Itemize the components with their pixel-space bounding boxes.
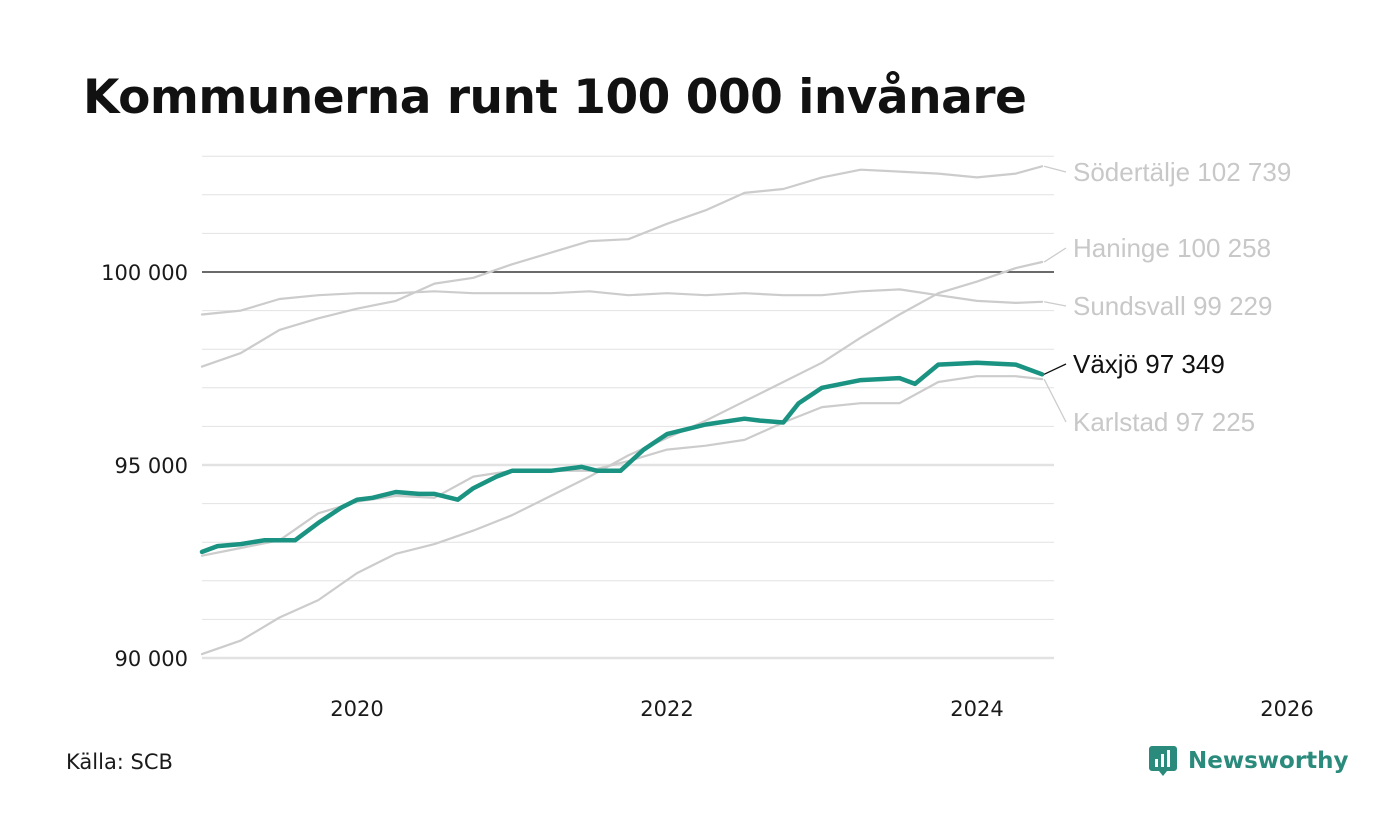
series-lines — [199, 165, 1045, 656]
series-line-södertälje — [200, 165, 1044, 368]
x-tick-label: 2020 — [330, 697, 383, 721]
grid-lines — [202, 155, 1054, 660]
y-tick-label: 95 000 — [115, 454, 188, 478]
y-axis-ticks: 90 000 95 000 100 000 — [101, 261, 188, 671]
end-label-karlstad: Karlstad 97 225 — [1073, 407, 1255, 437]
brand-name: Newsworthy — [1188, 748, 1349, 774]
y-tick-label: 100 000 — [101, 261, 188, 285]
end-label-växjö: Växjö 97 349 — [1073, 349, 1225, 379]
leader-line — [1043, 301, 1067, 307]
x-axis-ticks: 2020 2022 2024 2026 — [330, 697, 1313, 721]
end-label-södertälje: Södertälje 102 739 — [1073, 157, 1291, 187]
leader-line — [1043, 378, 1067, 423]
y-tick-label: 90 000 — [115, 647, 188, 671]
chart-title: Kommunerna runt 100 000 invånare — [83, 70, 1027, 125]
series-line-haninge — [200, 260, 1044, 656]
x-tick-label: 2026 — [1260, 697, 1313, 721]
series-end-labels: Södertälje 102 739 Haninge 100 258 Sundsva… — [1043, 157, 1291, 437]
leader-line — [1043, 165, 1067, 173]
end-label-sundsvall: Sundsvall 99 229 — [1073, 291, 1272, 321]
newsworthy-logo-icon — [1149, 746, 1177, 776]
series-line-sundsvall — [200, 288, 1044, 316]
end-label-haninge: Haninge 100 258 — [1073, 233, 1271, 263]
x-tick-label: 2024 — [950, 697, 1003, 721]
source-credit: Källa: SCB — [66, 750, 173, 774]
series-line-växjö — [199, 360, 1045, 555]
leader-line — [1043, 363, 1067, 375]
x-tick-label: 2022 — [640, 697, 693, 721]
leader-line — [1043, 247, 1067, 263]
brand-logo[interactable]: Newsworthy — [1148, 744, 1349, 778]
